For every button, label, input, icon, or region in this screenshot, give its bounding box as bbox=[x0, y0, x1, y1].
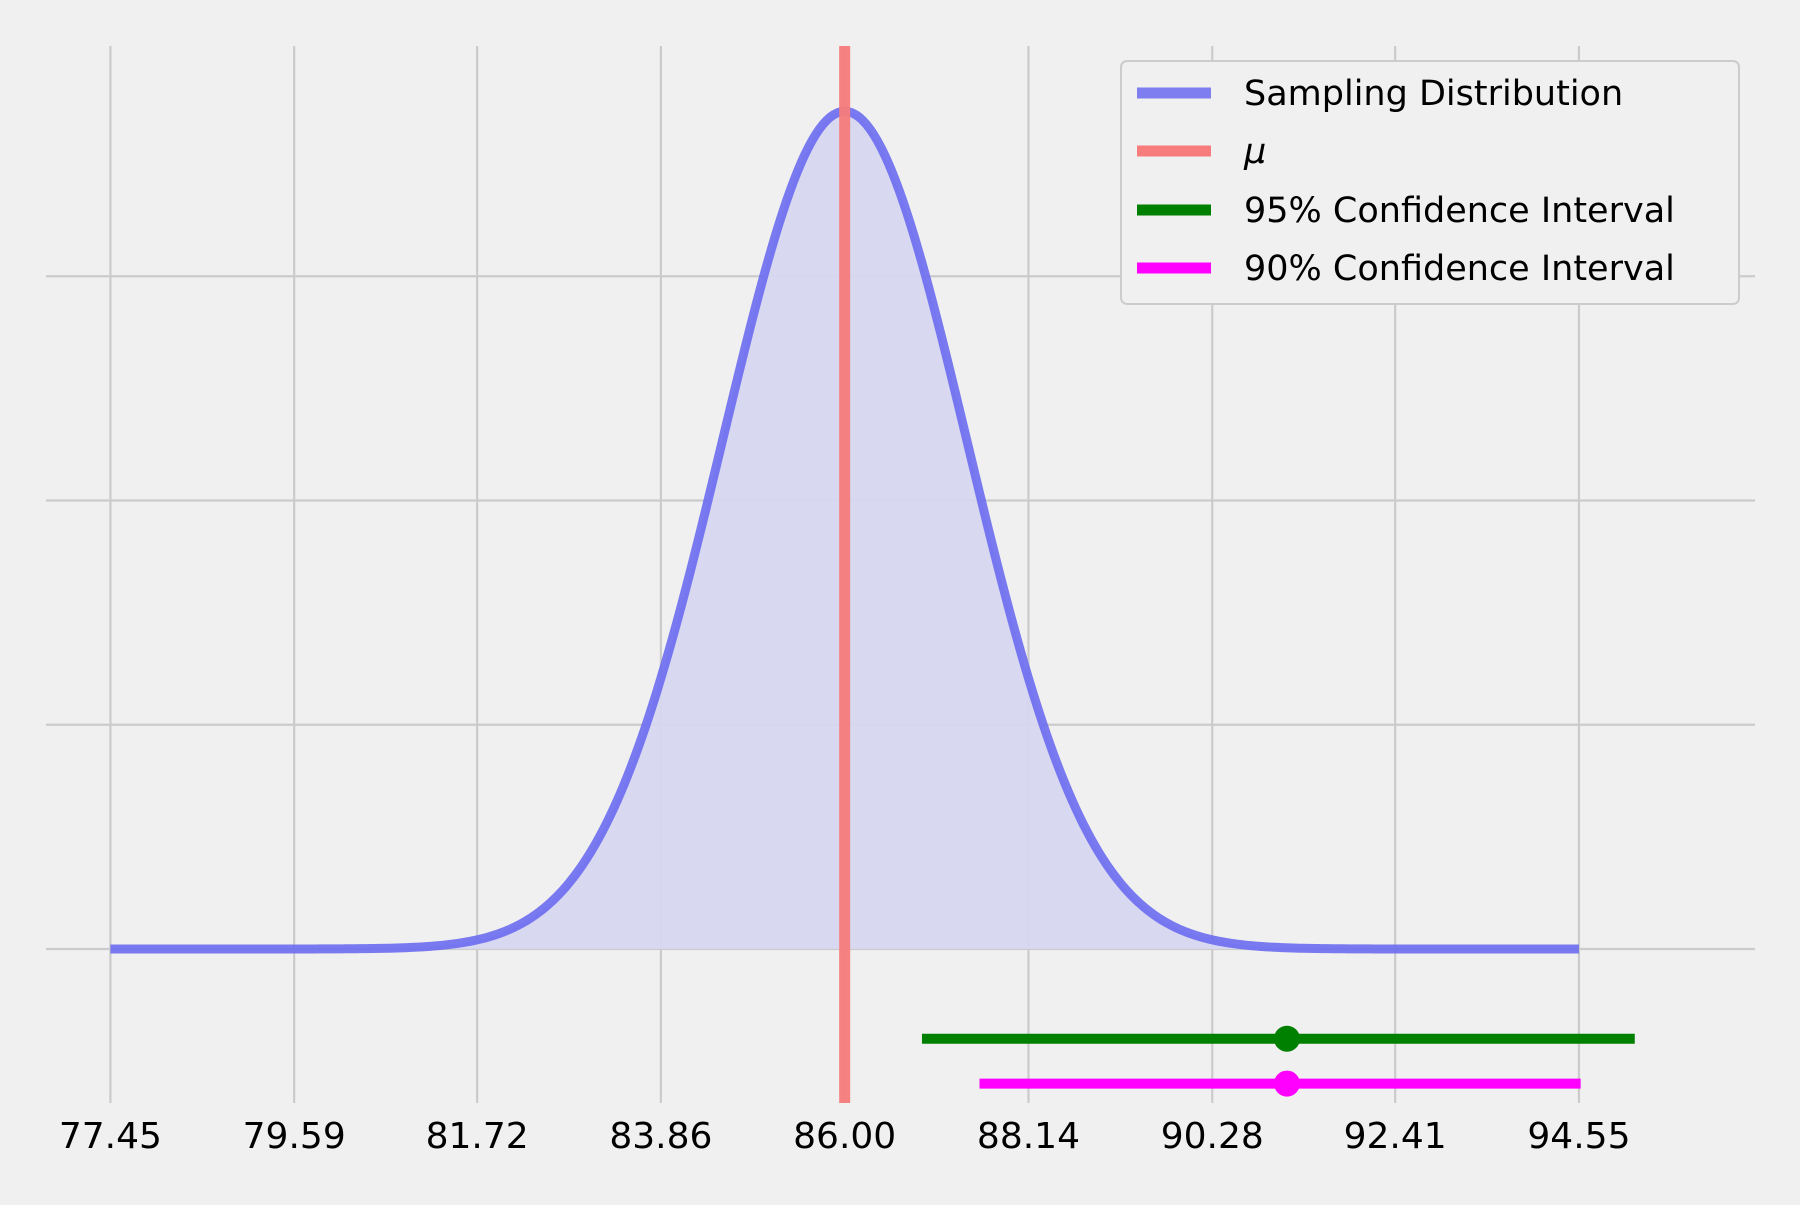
ci-95-point bbox=[1273, 1025, 1300, 1052]
x-tick-label-6: 90.28 bbox=[1161, 1116, 1264, 1157]
x-tick-label-1: 79.59 bbox=[243, 1116, 346, 1157]
ci-90-point bbox=[1273, 1070, 1300, 1097]
x-tick-label-4: 86.00 bbox=[793, 1116, 896, 1157]
x-tick-labels: 77.45 79.59 81.72 83.86 86.00 88.14 90.28 92.41… bbox=[59, 1116, 1631, 1157]
legend-label-sampling-distribution: Sampling Distribution bbox=[1244, 74, 1623, 114]
x-tick-label-0: 77.45 bbox=[59, 1116, 162, 1157]
legend-box bbox=[1120, 60, 1740, 305]
confidence-intervals-layer bbox=[921, 1025, 1635, 1097]
legend-label-95-ci: 95% Confidence Interval bbox=[1244, 191, 1675, 231]
x-tick-label-8: 94.55 bbox=[1527, 1116, 1630, 1157]
x-tick-label-7: 92.41 bbox=[1344, 1116, 1447, 1157]
x-tick-label-2: 81.72 bbox=[426, 1116, 529, 1157]
legend-label-mu: μ bbox=[1243, 132, 1266, 172]
x-tick-label-3: 83.86 bbox=[609, 1116, 712, 1157]
x-tick-label-5: 88.14 bbox=[977, 1116, 1080, 1157]
legend: Sampling Distribution μ 95% Confidence I… bbox=[1120, 60, 1740, 305]
legend-label-90-ci: 90% Confidence Interval bbox=[1244, 249, 1675, 289]
